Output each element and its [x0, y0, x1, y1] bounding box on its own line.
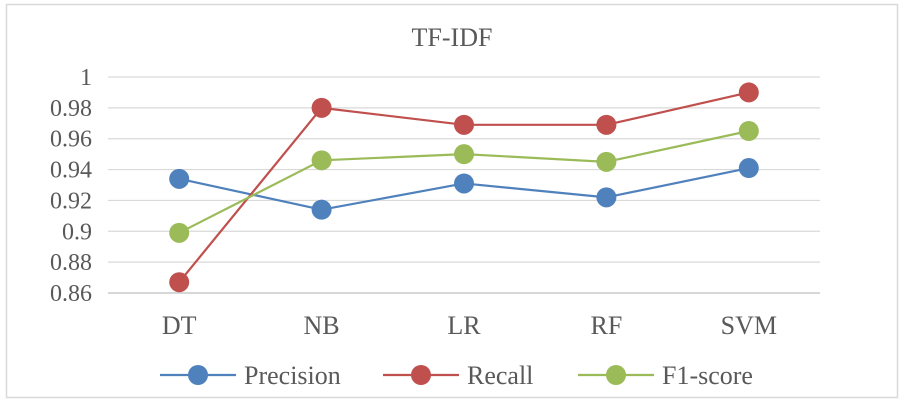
- y-tick-label: 0.94: [50, 158, 92, 184]
- y-tick-label: 0.88: [50, 250, 92, 276]
- legend-label: F1-score: [662, 361, 753, 390]
- x-tick-label: LR: [447, 311, 481, 340]
- data-point: [738, 82, 759, 103]
- legend-marker: [411, 365, 431, 385]
- data-point: [454, 144, 474, 165]
- y-tick-label: 0.98: [50, 96, 92, 122]
- data-point: [169, 222, 190, 243]
- legend-label: Precision: [244, 361, 341, 390]
- y-tick-label: 0.96: [50, 127, 92, 153]
- y-tick-label: 0.86: [50, 281, 92, 307]
- series-f1-score: [169, 121, 759, 243]
- series-precision: [169, 158, 759, 220]
- axes: 0.86 0.88 0.9 0.92 0.94 0.96 0.98 1 DT NB LR RF SVM: [50, 65, 777, 340]
- data-point: [596, 187, 617, 208]
- data-point: [454, 114, 474, 135]
- x-tick-label: RF: [590, 311, 622, 340]
- series-recall: [169, 82, 759, 293]
- legend-label: Recall: [467, 361, 533, 390]
- data-point: [596, 151, 617, 172]
- y-tick-label: 0.92: [50, 188, 92, 214]
- legend: Precision Recall F1-score: [160, 361, 753, 390]
- data-point: [738, 158, 759, 179]
- y-tick-label: 1: [80, 65, 92, 91]
- x-tick-label: SVM: [721, 311, 777, 340]
- data-point: [169, 168, 190, 189]
- legend-item: Precision: [160, 361, 341, 390]
- data-point: [311, 199, 332, 220]
- data-point: [311, 97, 332, 118]
- chart-title: TF-IDF: [412, 23, 493, 52]
- x-tick-label: NB: [304, 311, 340, 340]
- data-point: [596, 114, 617, 135]
- y-tick-label: 0.9: [62, 219, 92, 245]
- data-point: [311, 150, 332, 171]
- gridlines: [108, 76, 820, 294]
- legend-marker: [188, 365, 208, 385]
- legend-marker: [606, 365, 626, 385]
- legend-item: F1-score: [578, 361, 753, 390]
- legend-item: Recall: [383, 361, 533, 390]
- data-point: [738, 121, 759, 141]
- series-lines: [169, 82, 759, 293]
- x-tick-label: DT: [162, 311, 197, 340]
- data-point: [169, 272, 190, 293]
- data-point: [454, 173, 474, 194]
